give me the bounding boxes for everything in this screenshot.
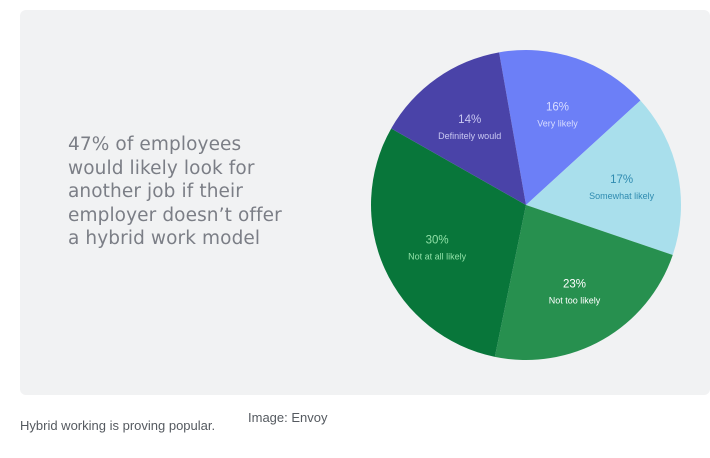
headline-line-3: another job if their xyxy=(68,181,243,202)
headline-line-2: would likely look for xyxy=(68,157,255,179)
slice-label-not-too-likely: Not too likely xyxy=(549,296,601,306)
pie-slice-very-likely xyxy=(499,49,641,205)
slice-label-definitely-would: Definitely would xyxy=(438,131,501,141)
pie-slice-not-at-all-likely xyxy=(371,128,526,357)
slice-value-not-too-likely: 23% xyxy=(563,279,586,291)
slice-label-not-at-all-likely: Not at all likely xyxy=(408,251,467,261)
pie-slice-somewhat-likely xyxy=(526,100,681,255)
headline-line-5: a hybrid work model xyxy=(68,228,261,249)
pie-slice-not-too-likely xyxy=(494,205,673,360)
slice-label-very-likely: Very likely xyxy=(537,119,578,129)
headline-line-4: employer doesn’t offer xyxy=(68,204,282,226)
image-credit: Image: Envoy xyxy=(248,410,328,425)
slice-value-very-likely: 16% xyxy=(546,102,569,114)
headline: 47% of employees would likely look for a… xyxy=(68,133,308,251)
headline-line-1: 47% of employees xyxy=(68,134,242,155)
image-caption: Hybrid working is proving popular. xyxy=(20,418,216,433)
slice-label-somewhat-likely: Somewhat likely xyxy=(589,191,655,201)
slice-value-somewhat-likely: 17% xyxy=(610,174,633,186)
slice-value-not-at-all-likely: 30% xyxy=(426,234,449,246)
pie-slice-definitely-would xyxy=(391,52,526,205)
slice-value-definitely-would: 14% xyxy=(458,114,481,126)
